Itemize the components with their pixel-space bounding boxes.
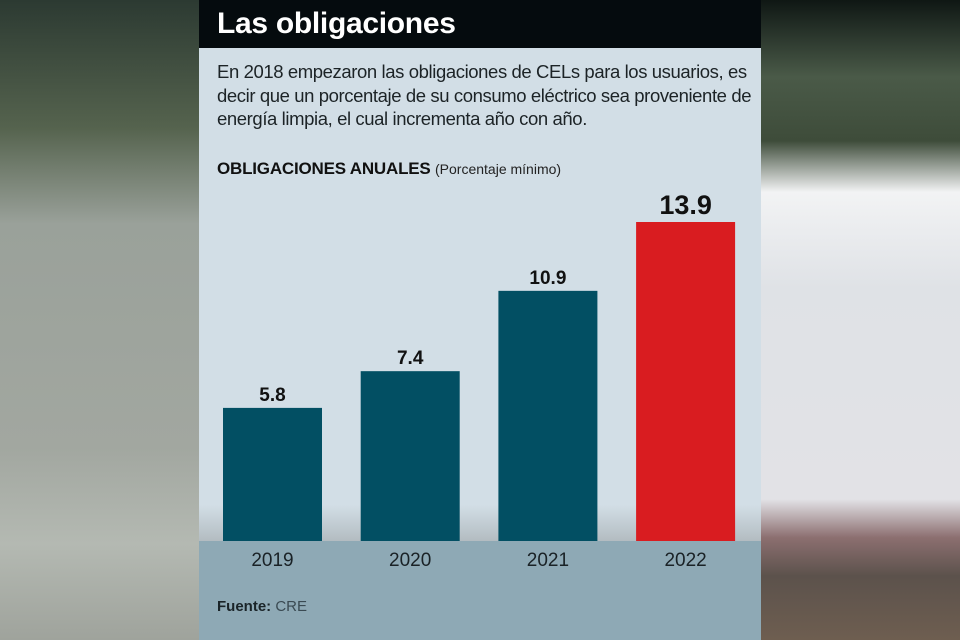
bar-2020 xyxy=(360,371,460,541)
bar-2022 xyxy=(636,222,736,541)
source-label: Fuente: xyxy=(217,598,272,615)
footer-band xyxy=(199,541,761,640)
chart-unit-note: (Porcentaje mínimo) xyxy=(435,161,562,177)
source-note: Fuente: CRE xyxy=(217,598,307,615)
background-photo-right xyxy=(761,0,960,640)
infographic-panel: Las obligaciones En 2018 empezaron las o… xyxy=(199,0,761,640)
value-label-2022: 13.9 xyxy=(659,190,712,220)
header-bar: Las obligaciones xyxy=(199,0,761,48)
source-value: CRE xyxy=(275,598,308,615)
value-label-2020: 7.4 xyxy=(397,348,424,369)
category-label-2019: 2019 xyxy=(251,550,293,571)
bar-2019 xyxy=(223,407,322,541)
description-text: En 2018 empezaron las obligaciones de CE… xyxy=(217,61,752,129)
chart-title: OBLIGACIONES ANUALES xyxy=(217,159,431,178)
category-label-2022: 2022 xyxy=(664,550,706,571)
chart-subtitle: OBLIGACIONES ANUALES (Porcentaje mínimo) xyxy=(217,159,561,179)
category-label-2020: 2020 xyxy=(389,550,431,571)
value-label-2021: 10.9 xyxy=(529,268,566,289)
bar-chart: 5.8 2019 7.4 2020 10.9 2021 13.9 2022 xyxy=(223,190,736,571)
value-label-2019: 5.8 xyxy=(259,385,285,406)
category-label-2021: 2021 xyxy=(527,550,569,571)
bar-2021 xyxy=(498,290,598,541)
page-title: Las obligaciones xyxy=(217,7,456,40)
